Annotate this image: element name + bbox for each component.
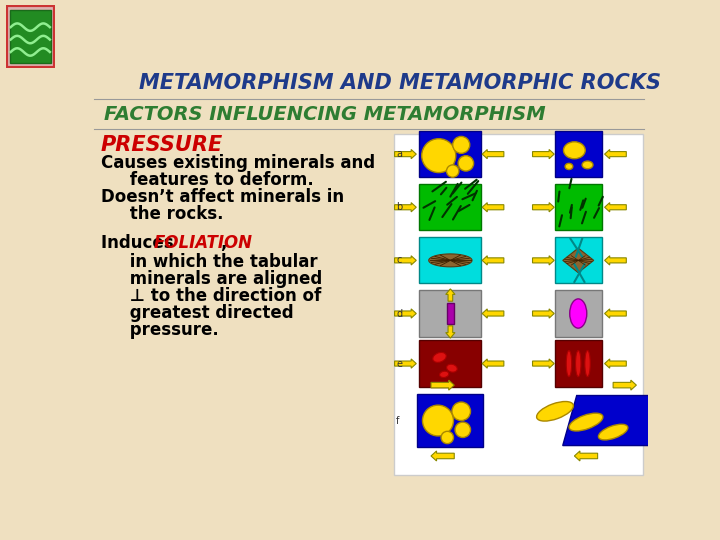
Polygon shape xyxy=(533,150,554,159)
FancyBboxPatch shape xyxy=(555,340,601,387)
Polygon shape xyxy=(605,359,626,368)
Polygon shape xyxy=(563,395,697,445)
FancyBboxPatch shape xyxy=(419,131,482,177)
Ellipse shape xyxy=(566,350,572,377)
Ellipse shape xyxy=(585,350,590,377)
Text: c: c xyxy=(396,255,402,265)
FancyBboxPatch shape xyxy=(555,237,601,284)
Ellipse shape xyxy=(582,161,593,169)
Circle shape xyxy=(458,156,474,171)
Polygon shape xyxy=(533,309,554,318)
FancyBboxPatch shape xyxy=(555,131,601,177)
Polygon shape xyxy=(395,256,416,265)
Text: METAMORPHISM AND METAMORPHIC ROCKS: METAMORPHISM AND METAMORPHIC ROCKS xyxy=(139,73,661,93)
Text: FACTORS INFLUENCING METAMORPHISM: FACTORS INFLUENCING METAMORPHISM xyxy=(104,105,546,124)
FancyBboxPatch shape xyxy=(555,291,601,336)
Text: f: f xyxy=(396,416,400,426)
FancyBboxPatch shape xyxy=(419,184,482,231)
FancyBboxPatch shape xyxy=(419,291,482,336)
Text: features to deform.: features to deform. xyxy=(101,171,314,190)
Polygon shape xyxy=(533,359,554,368)
Ellipse shape xyxy=(440,371,449,377)
Polygon shape xyxy=(431,451,454,461)
Polygon shape xyxy=(563,248,594,273)
Text: FOLIATION: FOLIATION xyxy=(153,234,253,252)
Text: d: d xyxy=(396,308,402,319)
Circle shape xyxy=(423,405,454,436)
Circle shape xyxy=(422,139,456,173)
Polygon shape xyxy=(605,256,626,265)
Text: a: a xyxy=(396,149,402,159)
FancyBboxPatch shape xyxy=(394,134,644,475)
FancyBboxPatch shape xyxy=(419,237,482,284)
Polygon shape xyxy=(395,202,416,212)
Ellipse shape xyxy=(446,364,457,372)
Polygon shape xyxy=(605,309,626,318)
Polygon shape xyxy=(613,380,636,390)
Polygon shape xyxy=(605,202,626,212)
Polygon shape xyxy=(431,380,454,390)
Text: Causes existing minerals and: Causes existing minerals and xyxy=(101,154,375,172)
Text: minerals are aligned: minerals are aligned xyxy=(101,270,322,288)
Polygon shape xyxy=(395,309,416,318)
Text: b: b xyxy=(396,202,402,212)
Ellipse shape xyxy=(536,402,573,421)
Polygon shape xyxy=(428,254,472,267)
Polygon shape xyxy=(533,202,554,212)
Text: PRESSURE: PRESSURE xyxy=(101,135,223,155)
Text: Induces: Induces xyxy=(101,234,179,252)
Polygon shape xyxy=(446,326,455,338)
Polygon shape xyxy=(482,359,504,368)
FancyBboxPatch shape xyxy=(446,303,454,325)
Ellipse shape xyxy=(564,142,585,159)
Polygon shape xyxy=(605,150,626,159)
Text: the rocks.: the rocks. xyxy=(101,205,223,223)
Text: e: e xyxy=(396,359,402,369)
Ellipse shape xyxy=(570,299,587,328)
Ellipse shape xyxy=(598,424,628,440)
FancyBboxPatch shape xyxy=(419,340,482,387)
FancyBboxPatch shape xyxy=(6,5,55,68)
Ellipse shape xyxy=(565,164,573,170)
Text: ⊥ to the direction of: ⊥ to the direction of xyxy=(101,287,321,305)
Text: in which the tabular: in which the tabular xyxy=(101,253,318,271)
Ellipse shape xyxy=(569,413,603,431)
Circle shape xyxy=(452,402,471,421)
Ellipse shape xyxy=(433,353,446,362)
Circle shape xyxy=(455,422,471,437)
Text: ,: , xyxy=(220,234,227,252)
FancyBboxPatch shape xyxy=(555,184,601,231)
FancyBboxPatch shape xyxy=(9,10,51,63)
Circle shape xyxy=(441,431,454,444)
Polygon shape xyxy=(395,359,416,368)
Polygon shape xyxy=(395,150,416,159)
Polygon shape xyxy=(482,150,504,159)
Circle shape xyxy=(446,165,459,177)
Polygon shape xyxy=(482,256,504,265)
Polygon shape xyxy=(446,289,455,301)
Text: Doesn’t affect minerals in: Doesn’t affect minerals in xyxy=(101,188,344,206)
Text: pressure.: pressure. xyxy=(101,321,219,339)
Ellipse shape xyxy=(575,350,581,377)
Polygon shape xyxy=(575,451,598,461)
Polygon shape xyxy=(533,256,554,265)
Polygon shape xyxy=(482,309,504,318)
Circle shape xyxy=(453,137,469,153)
Text: greatest directed: greatest directed xyxy=(101,303,294,322)
FancyBboxPatch shape xyxy=(418,394,483,447)
Polygon shape xyxy=(482,202,504,212)
